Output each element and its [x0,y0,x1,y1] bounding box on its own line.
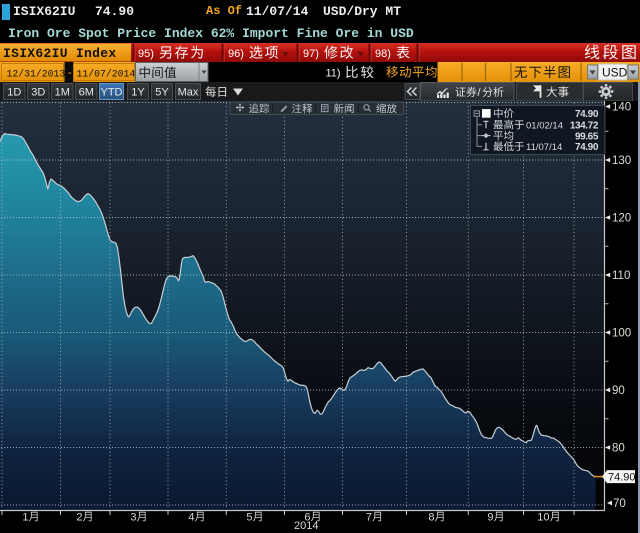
svg-text:7: 7 [366,512,372,524]
svg-text:2014: 2014 [294,520,318,532]
svg-text:5Y: 5Y [155,87,169,99]
svg-text:YTD: YTD [101,87,123,99]
svg-text:6: 6 [304,512,310,524]
svg-text:95): 95) [138,48,154,60]
svg-text:8: 8 [428,512,434,524]
svg-text:01/02/14: 01/02/14 [526,121,563,132]
svg-text:4: 4 [188,512,194,524]
svg-text:1M: 1M [55,87,70,99]
svg-text:11/07/14: 11/07/14 [526,142,562,153]
svg-text:ISIX62IU Index: ISIX62IU Index [3,46,116,61]
svg-text:10: 10 [537,512,549,524]
svg-text:130: 130 [612,155,631,167]
svg-text:99.65: 99.65 [575,131,599,142]
svg-text:90: 90 [612,385,625,397]
svg-text:70: 70 [613,498,626,510]
svg-text:120: 120 [612,212,631,224]
svg-text:5: 5 [246,512,252,524]
svg-text:Max: Max [178,87,199,99]
svg-text:1: 1 [22,512,28,524]
svg-text:100: 100 [612,327,631,339]
svg-text:/: / [478,87,482,99]
svg-text:11): 11) [326,68,341,80]
svg-text:134.72: 134.72 [570,121,599,132]
svg-text:9: 9 [487,512,493,524]
svg-text:3D: 3D [31,87,45,99]
svg-text:97): 97) [303,48,319,60]
svg-text:1D: 1D [7,87,21,99]
svg-text:USD: USD [602,66,628,80]
svg-text:98): 98) [375,48,391,60]
svg-text:74.90: 74.90 [575,142,599,153]
svg-text:110: 110 [612,270,630,282]
svg-text:74.90: 74.90 [575,109,599,120]
svg-text:80: 80 [612,442,625,454]
svg-text:96): 96) [228,48,244,60]
svg-text:2: 2 [76,512,82,524]
svg-text:11/07/2014: 11/07/2014 [77,69,136,80]
svg-text:74.90: 74.90 [608,472,636,484]
svg-text:12/31/2013: 12/31/2013 [7,69,66,80]
svg-text:140: 140 [612,101,631,113]
svg-text:3: 3 [130,512,136,524]
svg-text:1Y: 1Y [131,87,145,99]
svg-text:-: - [67,68,74,80]
svg-text:6M: 6M [79,87,94,99]
